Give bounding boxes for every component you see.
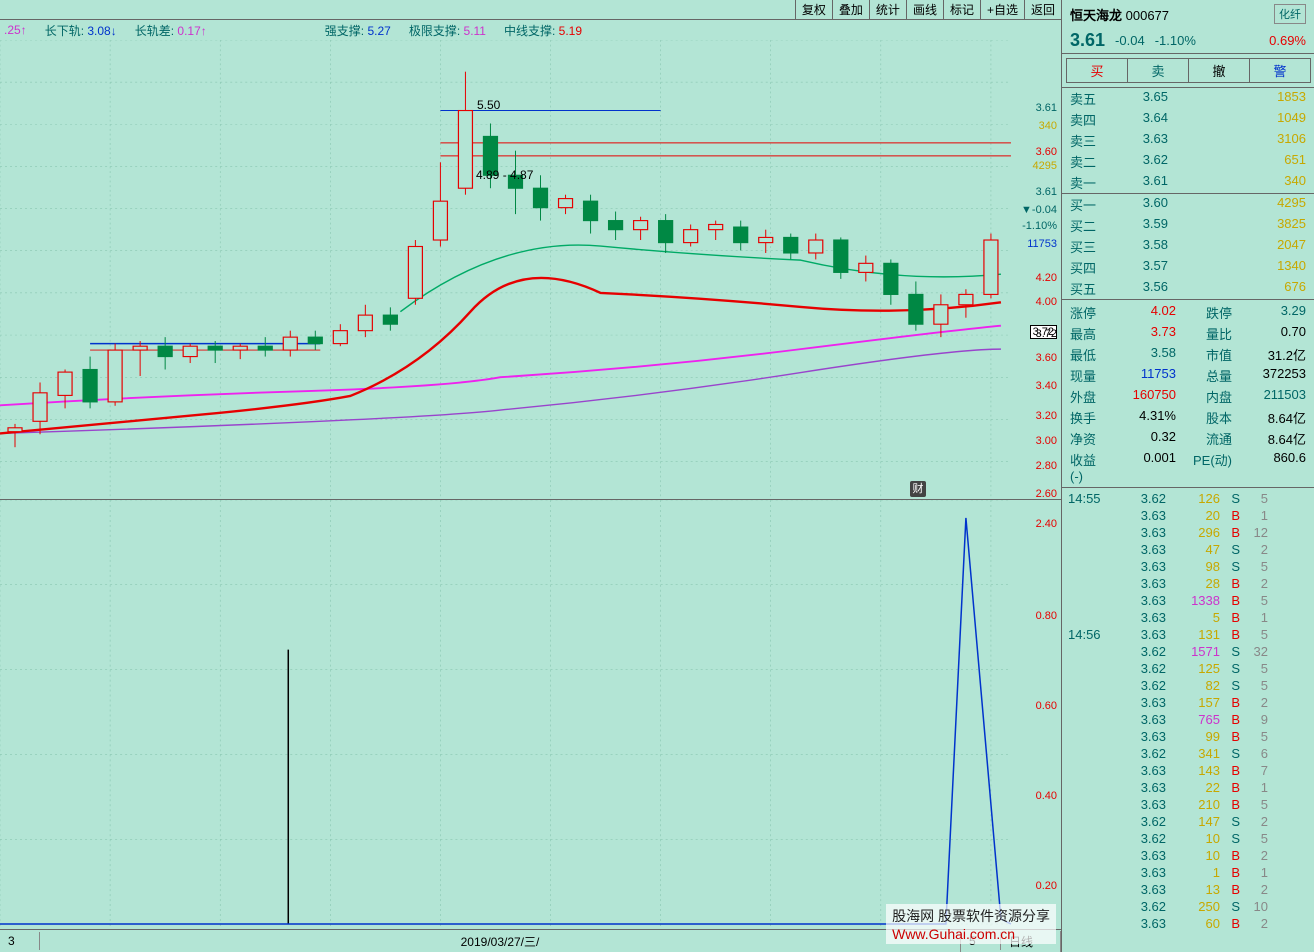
footer-date: 2019/03/27/三/ (40, 931, 961, 952)
bid-row[interactable]: 买五3.56676 (1062, 278, 1314, 299)
ind-mid-val: 5.19 (559, 24, 582, 38)
tick-row: 3.62341S6 (1062, 745, 1314, 762)
tick-row: 3.621571S32 (1062, 643, 1314, 660)
btn-mark[interactable]: 标记 (943, 0, 980, 19)
stat-row: 涨停4.02跌停3.29 (1062, 302, 1314, 323)
price-axis: 2.402.602.803.003.203.403.603.724.004.20… (1014, 40, 1059, 499)
stock-name: 恒天海龙 (1070, 8, 1122, 23)
alert-button[interactable]: 警 (1249, 58, 1311, 83)
stat-row: 外盘160750内盘211503 (1062, 386, 1314, 407)
price-pct: -1.10% (1155, 33, 1196, 48)
tick-row: 3.63143B7 (1062, 762, 1314, 779)
tick-row: 3.6398S5 (1062, 558, 1314, 575)
candlestick-chart[interactable]: 5.50 4.89 - 4.87 3.72 2.402.602.803.003.… (0, 40, 1061, 500)
stat-row: 现量11753总量372253 (1062, 365, 1314, 386)
quote-panel: 恒天海龙 000677 化纤 3.61 -0.04 -1.10% 0.69% 买… (1062, 0, 1314, 952)
stats-grid: 涨停4.02跌停3.29最高3.73量比0.70最低3.58市值31.2亿现量1… (1062, 300, 1314, 488)
tick-row: 14:563.63131B5 (1062, 626, 1314, 643)
indicator-bar: .25↑ 长下轨: 3.08↓ 长轨差: 0.17↑ 强支撑: 5.27 极限支… (0, 20, 1061, 40)
tick-row: 3.63157B2 (1062, 694, 1314, 711)
ind-track-val: 3.08↓ (87, 24, 116, 38)
ask-levels: 卖五3.651853卖四3.641049卖三3.633106卖二3.62651卖… (1062, 88, 1314, 194)
stat-row: 换手4.31%股本8.64亿 (1062, 407, 1314, 428)
tick-row: 3.6347S2 (1062, 541, 1314, 558)
lower-axis: 0.200.400.600.80 (1014, 500, 1059, 929)
tick-row: 3.631338B5 (1062, 592, 1314, 609)
btn-addfav[interactable]: +自选 (980, 0, 1024, 19)
cai-icon: 财 (910, 481, 926, 497)
ask-row[interactable]: 卖二3.62651 (1062, 151, 1314, 172)
tick-row: 3.635B1 (1062, 609, 1314, 626)
btn-fuquan[interactable]: 复权 (795, 0, 832, 19)
buy-button[interactable]: 买 (1066, 58, 1128, 83)
ind-diff-val: 0.17↑ (177, 24, 206, 38)
stat-row: 最低3.58市值31.2亿 (1062, 344, 1314, 365)
tick-row: 3.6282S5 (1062, 677, 1314, 694)
stat-row: 收益(-)0.001PE(动)860.6 (1062, 449, 1314, 485)
tick-row: 3.62147S2 (1062, 813, 1314, 830)
sector-tag[interactable]: 化纤 (1274, 4, 1306, 24)
btn-return[interactable]: 返回 (1024, 0, 1061, 19)
peak2-label: 4.89 - 4.87 (476, 168, 533, 182)
tick-row: 3.62125S5 (1062, 660, 1314, 677)
tick-row: 3.62250S10 (1062, 898, 1314, 915)
tick-row: 3.63210B5 (1062, 796, 1314, 813)
last-price: 3.61 (1070, 30, 1105, 51)
stock-code: 000677 (1126, 8, 1169, 23)
ind-strong-label: 强支撑: (325, 24, 364, 38)
ind-diff-label: 长轨差: (135, 24, 174, 38)
ask-row[interactable]: 卖三3.633106 (1062, 130, 1314, 151)
ind-limit-label: 极限支撑: (409, 24, 460, 38)
sector-pct: 0.69% (1269, 33, 1306, 48)
tick-row: 3.6210S5 (1062, 830, 1314, 847)
tick-row: 14:553.62126S5 (1062, 490, 1314, 507)
ask-row[interactable]: 卖四3.641049 (1062, 109, 1314, 130)
stat-row: 净资0.32流通8.64亿 (1062, 428, 1314, 449)
tick-row: 3.6310B2 (1062, 847, 1314, 864)
tick-row: 3.6313B2 (1062, 881, 1314, 898)
ind-limit-val: 5.11 (464, 24, 486, 38)
btn-stats[interactable]: 统计 (869, 0, 906, 19)
chart-toolbar: 复权 叠加 统计 画线 标记 +自选 返回 (0, 0, 1061, 20)
ind-strong-val: 5.27 (367, 24, 390, 38)
tick-row: 3.63765B9 (1062, 711, 1314, 728)
ind-val1: .25↑ (4, 23, 27, 37)
watermark: 股海网 股票软件资源分享 Www.Guhai.com.cn (886, 904, 1056, 944)
ind-track-label: 长下轨: (45, 24, 84, 38)
stat-row: 最高3.73量比0.70 (1062, 323, 1314, 344)
peak-label: 5.50 (477, 98, 500, 112)
bid-row[interactable]: 买三3.582047 (1062, 236, 1314, 257)
ind-mid-label: 中线支撑: (504, 24, 555, 38)
tick-list: 14:553.62126S53.6320B13.63296B123.6347S2… (1062, 488, 1314, 952)
ask-row[interactable]: 卖五3.651853 (1062, 88, 1314, 109)
cancel-button[interactable]: 撤 (1188, 58, 1250, 83)
btn-overlay[interactable]: 叠加 (832, 0, 869, 19)
bid-row[interactable]: 买二3.593825 (1062, 215, 1314, 236)
tick-row: 3.6320B1 (1062, 507, 1314, 524)
tick-row: 3.6399B5 (1062, 728, 1314, 745)
btn-drawline[interactable]: 画线 (906, 0, 943, 19)
tick-row: 3.6328B2 (1062, 575, 1314, 592)
bid-levels: 买一3.604295买二3.593825买三3.582047买四3.571340… (1062, 194, 1314, 300)
tick-row: 3.631B1 (1062, 864, 1314, 881)
tick-row: 3.6360B2 (1062, 915, 1314, 932)
tick-row: 3.63296B12 (1062, 524, 1314, 541)
indicator-chart[interactable]: 0.200.400.600.80 (0, 500, 1061, 930)
footer-left: 3 (0, 932, 40, 950)
ask-row[interactable]: 卖一3.61340 (1062, 172, 1314, 193)
tick-row: 3.6322B1 (1062, 779, 1314, 796)
sell-button[interactable]: 卖 (1127, 58, 1189, 83)
bid-row[interactable]: 买一3.604295 (1062, 194, 1314, 215)
bid-row[interactable]: 买四3.571340 (1062, 257, 1314, 278)
price-change: -0.04 (1115, 33, 1145, 48)
